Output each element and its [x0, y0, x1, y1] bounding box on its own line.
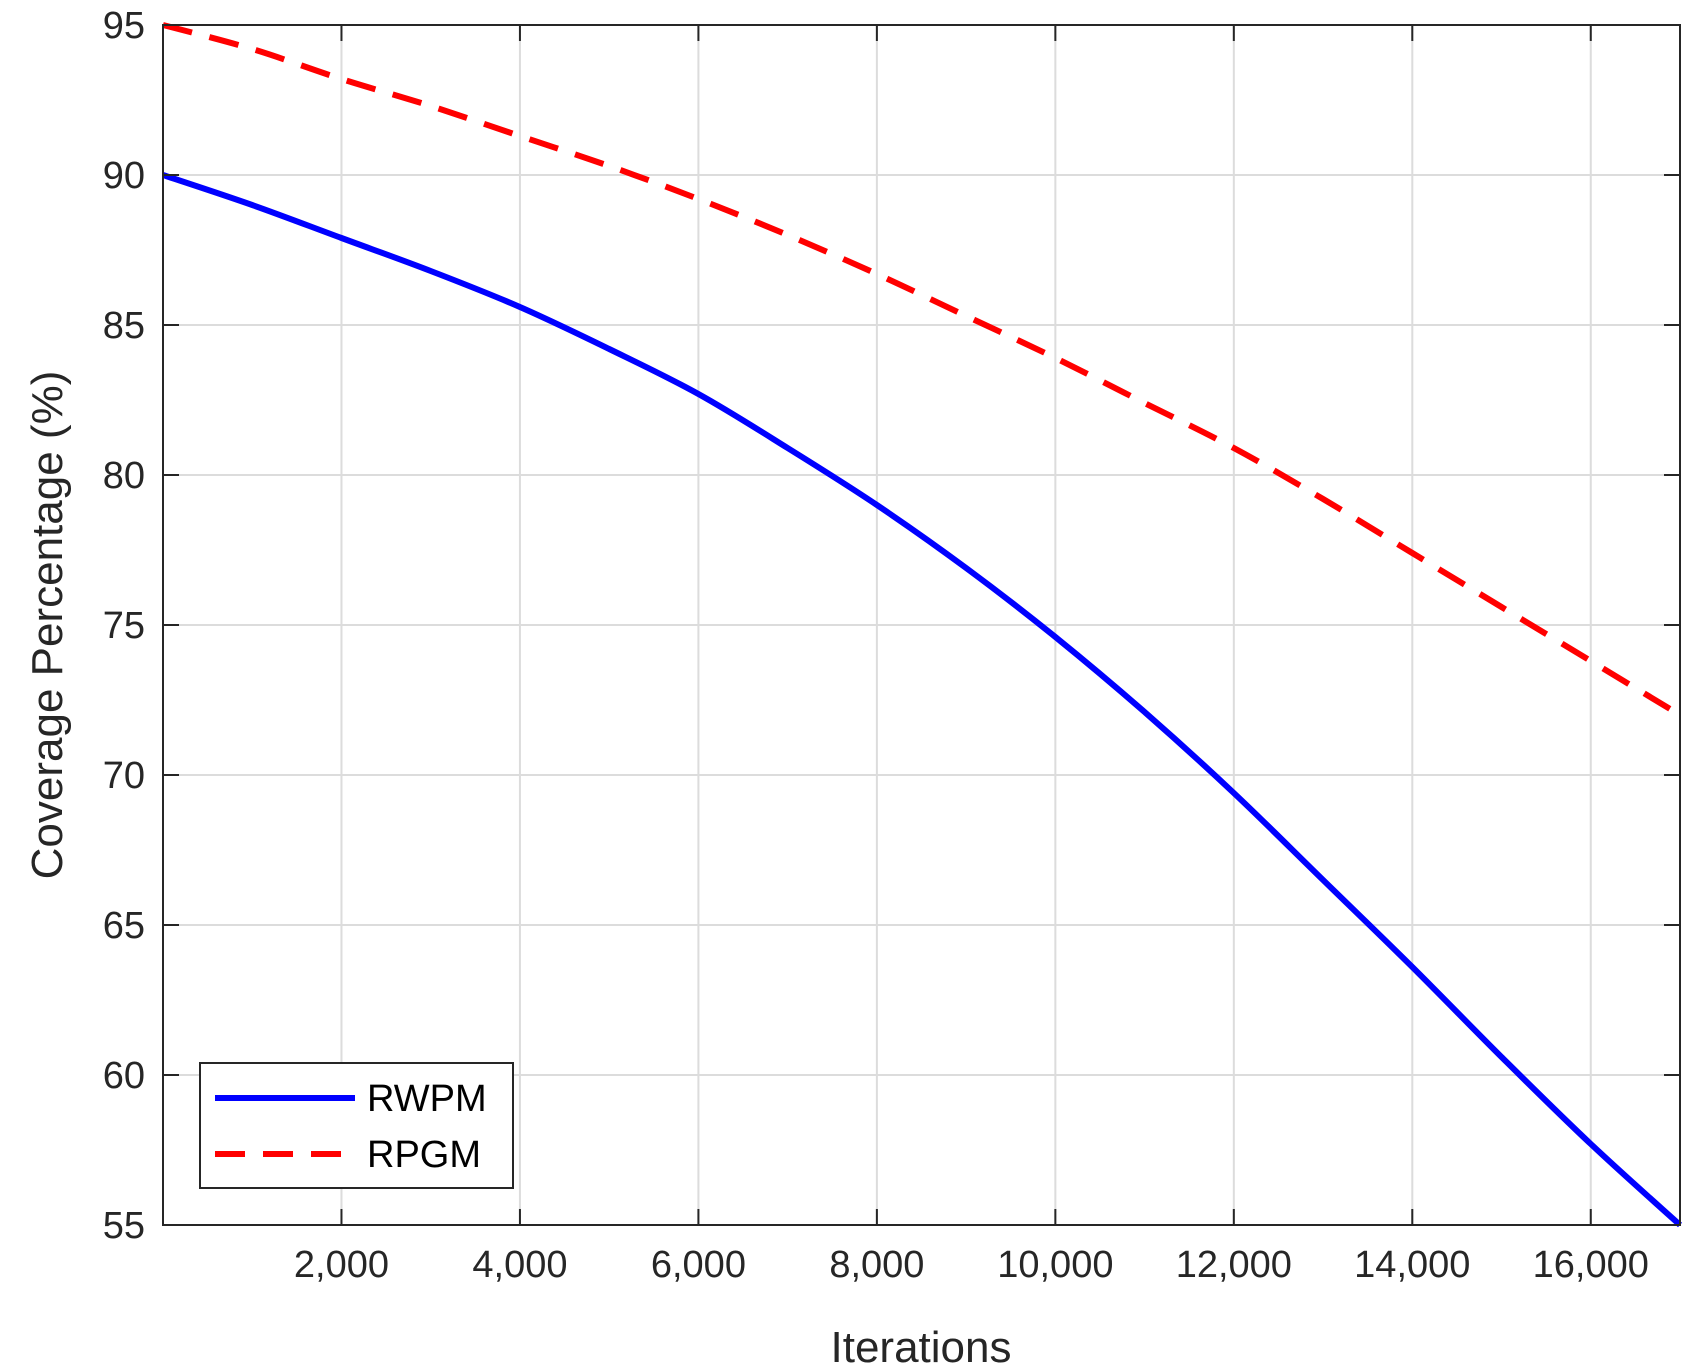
y-tick-label: 65: [103, 905, 145, 947]
y-tick-label: 95: [103, 5, 145, 47]
legend: RWPM RPGM: [199, 1062, 514, 1189]
x-tick-label: 6,000: [651, 1244, 746, 1286]
x-tick-label: 4,000: [472, 1244, 567, 1286]
y-tick-label: 85: [103, 305, 145, 347]
y-tick-label: 75: [103, 605, 145, 647]
x-tick-label: 16,000: [1533, 1244, 1649, 1286]
x-tick-label: 2,000: [294, 1244, 389, 1286]
y-tick-label: 90: [103, 155, 145, 197]
x-tick-label: 10,000: [997, 1244, 1113, 1286]
x-tick-label: 14,000: [1354, 1244, 1470, 1286]
series-line-rwpm: [162, 172, 1683, 1228]
tick-layer: 2,000 4,000 6,000 8,000 10,000 12,000 14,000 16…: [103, 5, 1680, 1286]
x-tick-label: 12,000: [1176, 1244, 1292, 1286]
y-axis-label: Coverage Percentage (%): [23, 371, 72, 880]
legend-label-rpgm: RPGM: [367, 1134, 481, 1176]
y-tick-label: 80: [103, 455, 145, 497]
legend-label-rwpm: RWPM: [367, 1078, 487, 1120]
x-tick-label: 8,000: [829, 1244, 924, 1286]
y-tick-label: 60: [103, 1055, 145, 1097]
series-line-rpgm: [162, 22, 1682, 718]
x-axis-label: Iterations: [831, 1323, 1012, 1370]
legend-box: [199, 1062, 514, 1189]
series-layer: [162, 22, 1683, 1228]
y-tick-label: 70: [103, 755, 145, 797]
y-tick-label: 55: [103, 1205, 145, 1247]
